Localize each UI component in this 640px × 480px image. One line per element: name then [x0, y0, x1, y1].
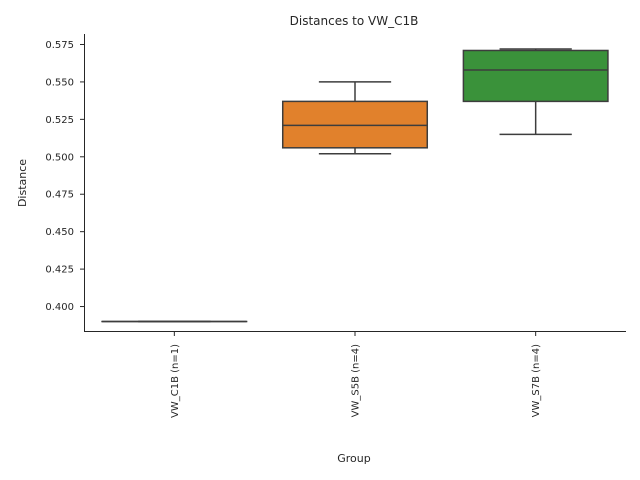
y-tick-label: 0.425	[45, 265, 74, 276]
x-tick-label: VW_S5B (n=4)	[351, 344, 362, 417]
y-axis-title: Distance	[16, 159, 29, 207]
y-tick-label: 0.475	[45, 190, 74, 201]
x-axis-ticks: VW_C1B (n=1) VW_S5B (n=4) VW_S7B (n=4)	[170, 332, 542, 418]
x-axis-title: Group	[337, 452, 371, 465]
y-tick-label: 0.500	[45, 152, 74, 163]
y-tick-label: 0.575	[45, 40, 74, 51]
box-3	[462, 48, 609, 136]
y-tick-label: 0.400	[45, 302, 74, 313]
x-tick-label: VW_C1B (n=1)	[170, 344, 181, 418]
x-tick-label: VW_S7B (n=4)	[531, 344, 542, 417]
y-tick-label: 0.525	[45, 115, 74, 126]
box-2	[281, 81, 429, 155]
box-iqr	[462, 49, 609, 103]
y-tick-label: 0.550	[45, 77, 74, 88]
y-tick-label: 0.450	[45, 227, 74, 238]
chart-title: Distances to VW_C1B	[290, 14, 419, 28]
box-group	[101, 48, 609, 323]
y-axis-ticks: 0.400 0.425 0.450 0.475 0.500 0.525 0.550 0.575	[45, 40, 84, 313]
